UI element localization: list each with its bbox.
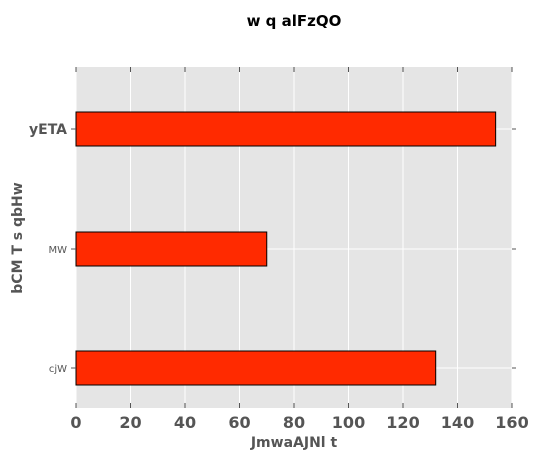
- y-tick-label: yETA: [29, 122, 67, 138]
- bar-yeta: [75, 111, 497, 147]
- y-tick-label: MW: [48, 245, 67, 256]
- x-tick-label: 0: [70, 413, 81, 432]
- x-tick-label: 20: [119, 413, 141, 432]
- x-tick-label: 100: [332, 413, 365, 432]
- x-tick-label: 140: [441, 413, 474, 432]
- axis-ticks: [71, 67, 516, 408]
- x-tick-label: 60: [228, 413, 250, 432]
- bar-cjw: [75, 350, 437, 386]
- x-tick-label: 120: [386, 413, 419, 432]
- x-axis-label: JmwaAJNl t: [250, 435, 338, 451]
- chart-title: w q alFzQO: [247, 12, 342, 30]
- x-tick-label: 160: [495, 413, 528, 432]
- x-tick-label: 80: [283, 413, 305, 432]
- y-axis-label: bCM T s qbHw: [10, 182, 26, 293]
- bar-mw: [75, 231, 268, 267]
- x-tick-label: 40: [174, 413, 196, 432]
- y-tick-label: cjW: [49, 364, 67, 375]
- bars: [75, 111, 497, 386]
- tick-labels: 0 20 40 60 80 100 120 140 160 yETA MW cjW: [29, 122, 529, 432]
